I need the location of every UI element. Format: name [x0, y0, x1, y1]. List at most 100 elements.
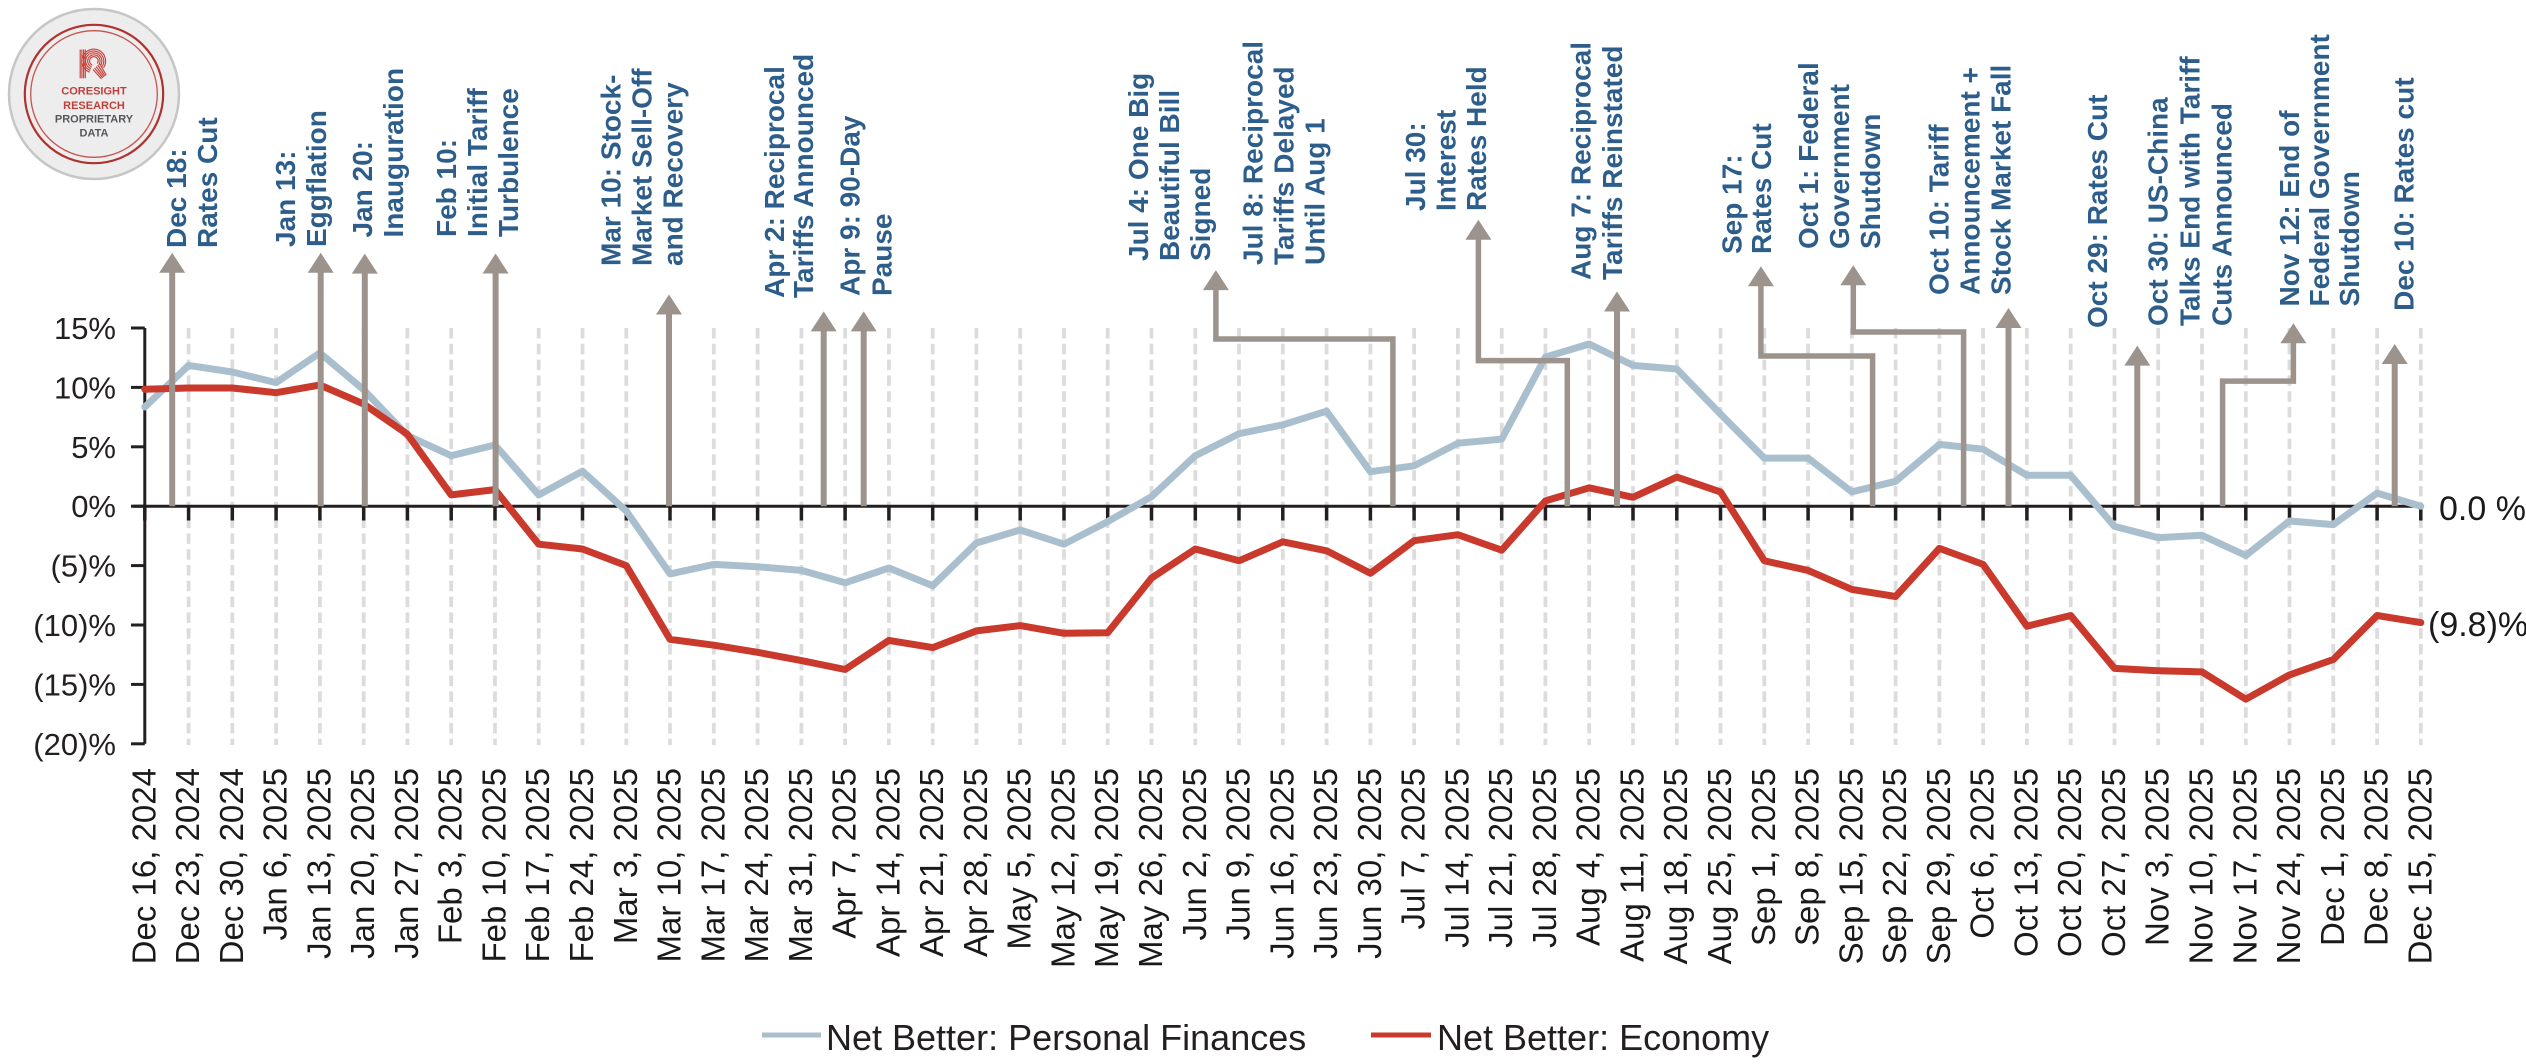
- svg-text:0%: 0%: [71, 489, 116, 524]
- svg-text:Nov 3, 2025: Nov 3, 2025: [2139, 768, 2176, 946]
- svg-text:Mar 10, 2025: Mar 10, 2025: [651, 768, 688, 962]
- svg-text:Nov 10, 2025: Nov 10, 2025: [2183, 768, 2220, 964]
- svg-text:Sep 29, 2025: Sep 29, 2025: [1920, 768, 1957, 964]
- svg-text:Oct 10: Tariff: Oct 10: Tariff: [1924, 124, 1955, 295]
- svg-text:Beautiful Bill: Beautiful Bill: [1154, 90, 1185, 261]
- svg-text:Oct 30: US-China: Oct 30: US-China: [2143, 97, 2174, 326]
- svg-text:Net Better: Personal Finances: Net Better: Personal Finances: [826, 1017, 1306, 1058]
- svg-text:Dec 8, 2025: Dec 8, 2025: [2358, 768, 2395, 946]
- svg-text:Eggflation: Eggflation: [301, 110, 332, 247]
- svg-text:DATA: DATA: [80, 127, 109, 139]
- svg-text:Oct 29: Rates Cut: Oct 29: Rates Cut: [2082, 95, 2113, 328]
- svg-text:Net Better: Economy: Net Better: Economy: [1437, 1017, 1769, 1058]
- svg-text:Mar 3, 2025: Mar 3, 2025: [607, 768, 644, 944]
- svg-text:5%: 5%: [71, 430, 116, 465]
- svg-text:Jul 7, 2025: Jul 7, 2025: [1395, 768, 1432, 929]
- svg-text:Jan 6, 2025: Jan 6, 2025: [257, 768, 294, 940]
- svg-text:Sep 8, 2025: Sep 8, 2025: [1789, 768, 1826, 946]
- svg-text:(5)%: (5)%: [51, 549, 116, 584]
- svg-text:Apr 9: 90-Day: Apr 9: 90-Day: [834, 115, 865, 296]
- svg-text:Nov 12: End of: Nov 12: End of: [2274, 110, 2305, 307]
- svg-text:Apr 28, 2025: Apr 28, 2025: [957, 768, 994, 957]
- svg-text:Jul 8: Reciprocal: Jul 8: Reciprocal: [1238, 41, 1269, 265]
- svg-text:0.0 %: 0.0 %: [2439, 490, 2526, 528]
- svg-text:Jun 16, 2025: Jun 16, 2025: [1263, 768, 1300, 959]
- svg-text:(10)%: (10)%: [33, 608, 116, 643]
- svg-text:Jun 30, 2025: Jun 30, 2025: [1351, 768, 1388, 959]
- svg-text:Feb 10, 2025: Feb 10, 2025: [476, 768, 513, 963]
- svg-text:Oct 1: Federal: Oct 1: Federal: [1793, 62, 1824, 249]
- svg-text:May 26, 2025: May 26, 2025: [1132, 768, 1169, 968]
- svg-text:Aug 18, 2025: Aug 18, 2025: [1657, 768, 1694, 964]
- svg-text:Aug 11, 2025: Aug 11, 2025: [1614, 768, 1651, 962]
- svg-text:Apr 2: Reciprocal: Apr 2: Reciprocal: [759, 66, 790, 298]
- svg-text:Apr 21, 2025: Apr 21, 2025: [913, 768, 950, 957]
- svg-text:(20)%: (20)%: [33, 727, 116, 762]
- svg-text:Until Aug 1: Until Aug 1: [1300, 118, 1331, 265]
- svg-text:Oct 20, 2025: Oct 20, 2025: [2051, 768, 2088, 957]
- svg-text:Dec 18:: Dec 18:: [161, 148, 192, 248]
- svg-text:Sep 22, 2025: Sep 22, 2025: [1876, 768, 1913, 964]
- svg-text:May 12, 2025: May 12, 2025: [1045, 768, 1082, 968]
- svg-text:Oct 13, 2025: Oct 13, 2025: [2007, 768, 2044, 957]
- svg-text:and Recovery: and Recovery: [657, 82, 688, 266]
- svg-text:Oct 27, 2025: Oct 27, 2025: [2095, 768, 2132, 957]
- svg-text:Announcement +: Announcement +: [1955, 67, 1986, 295]
- svg-text:Market Sell-Off: Market Sell-Off: [626, 68, 657, 266]
- svg-text:Mar 24, 2025: Mar 24, 2025: [738, 768, 775, 962]
- svg-text:Initial Tariff: Initial Tariff: [462, 88, 493, 237]
- svg-text:May 19, 2025: May 19, 2025: [1088, 768, 1125, 968]
- svg-text:Dec 30, 2024: Dec 30, 2024: [213, 768, 250, 964]
- svg-text:CORESIGHT: CORESIGHT: [61, 86, 127, 98]
- svg-text:Stock Market Fall: Stock Market Fall: [1986, 65, 2017, 295]
- svg-text:Signed: Signed: [1185, 168, 1216, 261]
- svg-text:Mar 17, 2025: Mar 17, 2025: [694, 768, 731, 962]
- svg-text:Cuts Announced: Cuts Announced: [2207, 103, 2238, 326]
- svg-text:Rates Cut: Rates Cut: [1746, 123, 1777, 254]
- svg-text:Inauguration: Inauguration: [378, 68, 409, 238]
- svg-text:RESEARCH: RESEARCH: [63, 100, 125, 112]
- svg-text:Nov 24, 2025: Nov 24, 2025: [2270, 768, 2307, 964]
- svg-text:Talks End with Tariff: Talks End with Tariff: [2175, 56, 2206, 326]
- svg-text:Tariffs Delayed: Tariffs Delayed: [1269, 66, 1300, 265]
- svg-text:Jul 30:: Jul 30:: [1400, 122, 1431, 211]
- svg-text:Jan 20, 2025: Jan 20, 2025: [344, 768, 381, 959]
- svg-text:Jul 21, 2025: Jul 21, 2025: [1482, 768, 1519, 948]
- svg-text:Dec 1, 2025: Dec 1, 2025: [2314, 768, 2351, 946]
- svg-text:Oct 6, 2025: Oct 6, 2025: [1964, 768, 2001, 939]
- svg-text:Feb 3, 2025: Feb 3, 2025: [432, 768, 469, 944]
- svg-text:(9.8)%: (9.8)%: [2428, 606, 2526, 644]
- svg-text:Jul 28, 2025: Jul 28, 2025: [1526, 768, 1563, 948]
- svg-text:Feb 24, 2025: Feb 24, 2025: [563, 768, 600, 963]
- svg-text:Turbulence: Turbulence: [493, 88, 524, 237]
- svg-text:Feb 17, 2025: Feb 17, 2025: [519, 768, 556, 963]
- svg-text:Sep 17:: Sep 17:: [1717, 154, 1748, 254]
- svg-text:May 5, 2025: May 5, 2025: [1001, 768, 1038, 950]
- svg-text:Jan 20:: Jan 20:: [347, 141, 378, 238]
- svg-text:Tariffs Reinstated: Tariffs Reinstated: [1597, 46, 1628, 280]
- svg-text:Dec 10: Rates cut: Dec 10: Rates cut: [2389, 77, 2420, 310]
- svg-text:Apr 7, 2025: Apr 7, 2025: [826, 768, 863, 939]
- svg-text:Jun 2, 2025: Jun 2, 2025: [1176, 768, 1213, 940]
- svg-text:Federal Government: Federal Government: [2304, 34, 2335, 306]
- svg-text:Jun 23, 2025: Jun 23, 2025: [1307, 768, 1344, 959]
- svg-text:Jan 13:: Jan 13:: [270, 151, 301, 248]
- svg-text:Jul 4: One Big: Jul 4: One Big: [1123, 73, 1154, 261]
- svg-text:Dec 23, 2024: Dec 23, 2024: [169, 768, 206, 964]
- svg-text:Mar 10: Stock-: Mar 10: Stock-: [595, 75, 626, 266]
- svg-text:(15)%: (15)%: [33, 667, 116, 702]
- svg-text:15%: 15%: [54, 311, 116, 346]
- svg-text:Jun 9, 2025: Jun 9, 2025: [1220, 768, 1257, 940]
- svg-text:Aug 7: Reciprocal: Aug 7: Reciprocal: [1566, 42, 1597, 280]
- svg-text:Jan 13, 2025: Jan 13, 2025: [300, 768, 337, 959]
- svg-text:Rates Held: Rates Held: [1461, 66, 1492, 211]
- svg-text:Nov 17, 2025: Nov 17, 2025: [2226, 768, 2263, 964]
- svg-text:Jul 14, 2025: Jul 14, 2025: [1438, 768, 1475, 948]
- svg-text:Pause: Pause: [866, 214, 897, 297]
- svg-text:Aug 4, 2025: Aug 4, 2025: [1570, 768, 1607, 946]
- svg-text:Apr 14, 2025: Apr 14, 2025: [869, 768, 906, 957]
- svg-text:Dec 15, 2025: Dec 15, 2025: [2401, 768, 2438, 964]
- svg-text:Aug 25, 2025: Aug 25, 2025: [1701, 768, 1738, 964]
- svg-text:Jan 27, 2025: Jan 27, 2025: [388, 768, 425, 959]
- svg-text:Interest: Interest: [1431, 110, 1462, 211]
